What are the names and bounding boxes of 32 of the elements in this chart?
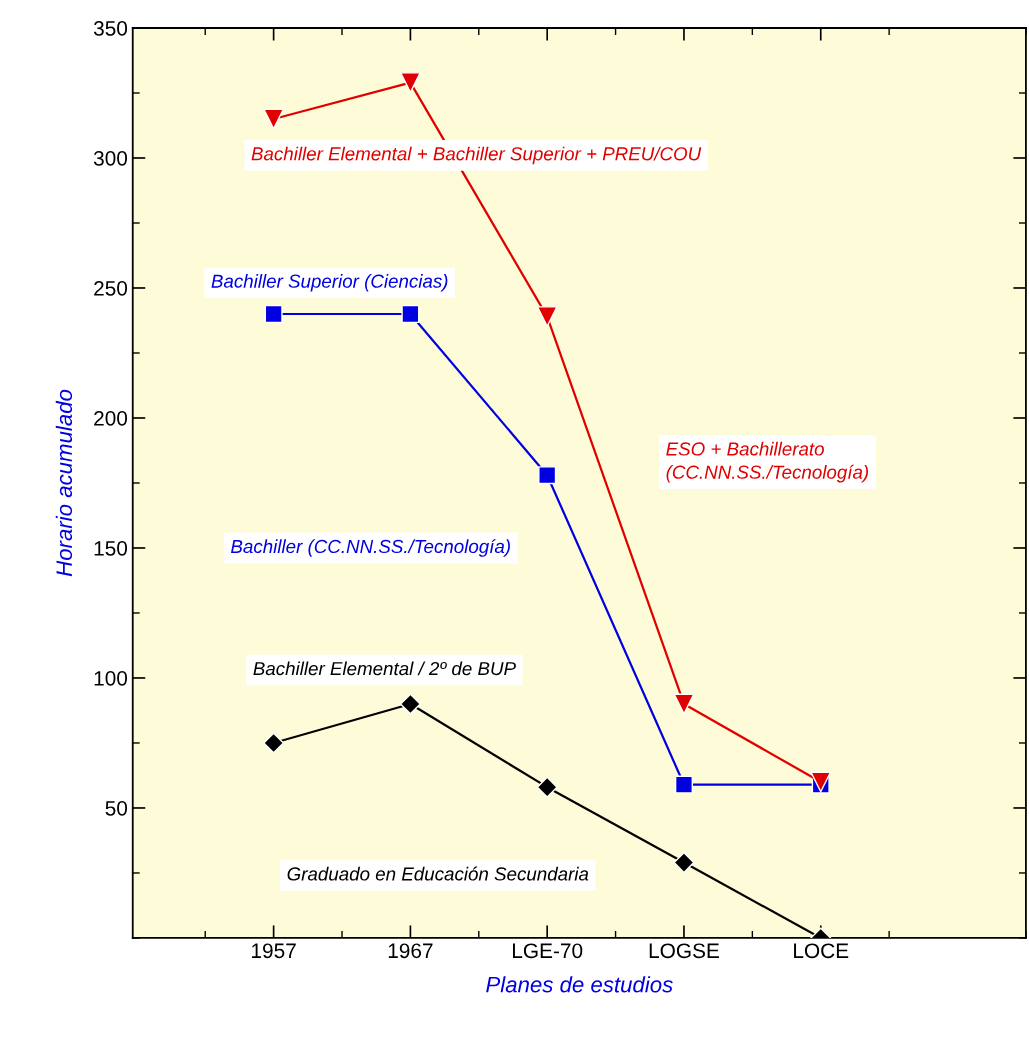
series-label: Bachiller Elemental / 2º de BUP [253, 661, 516, 676]
point [263, 108, 285, 130]
point [399, 72, 421, 94]
point [674, 775, 693, 794]
annotation: Graduado en Educación Secundaria [287, 866, 589, 881]
x-tick-label: LOGSE [649, 943, 719, 959]
y-tick-label: 150 [94, 540, 128, 556]
y-tick-label: 350 [93, 21, 128, 36]
point [673, 693, 695, 715]
x-axis-title: Planes de estudios [486, 976, 673, 993]
annotation: ESO + Bachillerato (CC.NN.SS./Tecnología) [666, 441, 869, 483]
x-tick-label: LOCE [794, 943, 849, 959]
series-label: Bachiller Elemental + Bachiller Superior + PREU/COU [251, 146, 702, 165]
x-tick-label: 1967 [388, 943, 433, 959]
point [263, 732, 285, 754]
point [536, 776, 558, 798]
point [673, 852, 695, 874]
y-tick-label: 250 [94, 280, 128, 296]
annotation: Bachiller (CC.NN.SS./Tecnología) [230, 539, 510, 557]
point [401, 304, 420, 324]
y-tick-label: 300 [93, 151, 128, 166]
y-tick-label: 50 [105, 800, 128, 816]
x-tick-label: LGE-70 [513, 943, 583, 959]
y-tick-label: 200 [94, 410, 128, 426]
point [536, 306, 558, 328]
point [538, 466, 557, 485]
series-label: Bachiller Superior (Ciencias) [211, 274, 448, 292]
y-axis-title: Horario acumulado [55, 389, 73, 577]
point [399, 693, 421, 715]
point [264, 304, 283, 324]
x-tick-label: 1957 [252, 943, 296, 959]
y-tick-label: 100 [94, 670, 128, 686]
